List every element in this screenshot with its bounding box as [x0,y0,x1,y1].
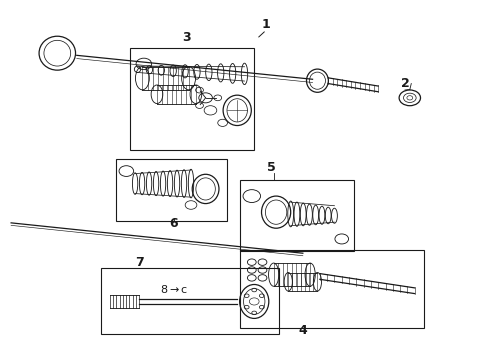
Text: 1: 1 [262,18,270,31]
Text: 8$\rightarrow$c: 8$\rightarrow$c [160,283,188,295]
Bar [116,158,227,221]
Bar [130,48,254,150]
Text: 5: 5 [266,161,275,174]
Bar [239,180,353,251]
Text: 4: 4 [298,324,306,337]
Bar [101,267,278,334]
Text: 2: 2 [400,77,408,90]
Text: 7: 7 [135,256,144,269]
Bar [239,249,424,328]
Text: 3: 3 [182,31,190,44]
Text: 6: 6 [169,217,178,230]
